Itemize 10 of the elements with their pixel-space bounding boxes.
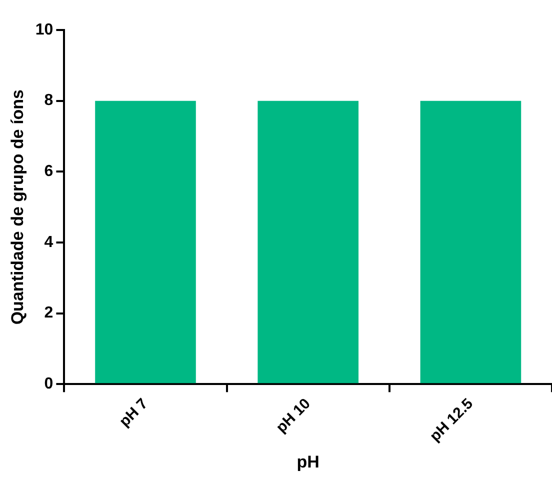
y-axis-title: Quantidade de grupo de íons: [8, 89, 27, 325]
y-tick-label: 6: [44, 163, 54, 180]
x-tick-label: pH 7: [116, 395, 152, 430]
y-tick-label: 2: [44, 304, 54, 322]
y-tick-label: 4: [44, 234, 54, 251]
y-tick-label: 0: [44, 376, 54, 393]
y-tick-label: 10: [35, 21, 54, 38]
x-tick-label: pH 10: [272, 395, 314, 436]
y-tick-label: 8: [44, 92, 54, 110]
x-axis-title: pH: [296, 452, 320, 472]
